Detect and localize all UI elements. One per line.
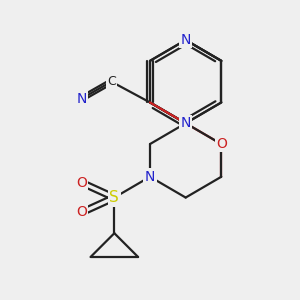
Text: C: C	[107, 75, 116, 88]
Text: O: O	[216, 137, 227, 151]
Text: O: O	[76, 176, 87, 190]
Text: N: N	[181, 33, 191, 47]
Text: N: N	[76, 92, 87, 106]
Text: S: S	[110, 190, 119, 205]
Text: N: N	[145, 170, 155, 184]
Text: O: O	[76, 206, 87, 219]
Text: N: N	[181, 116, 191, 130]
